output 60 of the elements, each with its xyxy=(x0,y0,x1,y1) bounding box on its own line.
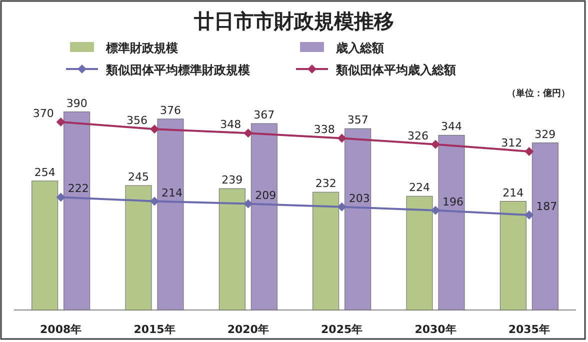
data-label: 344 xyxy=(441,120,462,134)
bar xyxy=(218,188,246,310)
bar xyxy=(64,112,90,310)
legend-label: 歳入総額 xyxy=(335,41,384,55)
x-tick-label: 2035年 xyxy=(508,323,550,336)
x-tick-label: 2025年 xyxy=(321,323,363,336)
legend-label: 標準財政規模 xyxy=(105,41,178,55)
bar xyxy=(438,134,465,310)
point xyxy=(337,134,346,143)
data-label: 224 xyxy=(409,181,430,194)
data-label: 338 xyxy=(314,123,335,136)
data-label: 390 xyxy=(66,96,88,110)
x-tick-label: 2030年 xyxy=(414,323,456,336)
data-label: 232 xyxy=(315,177,336,190)
data-label: 214 xyxy=(502,186,524,200)
chart-title: 廿日市市財政規模推移 xyxy=(193,9,394,33)
data-label: 187 xyxy=(536,200,558,213)
x-tick-label: 2020年 xyxy=(227,323,269,336)
point xyxy=(337,202,346,212)
x-tick-label: 2015年 xyxy=(134,323,176,336)
point xyxy=(244,128,253,138)
point xyxy=(524,210,534,220)
point xyxy=(150,124,159,134)
point xyxy=(524,146,534,156)
data-label: 329 xyxy=(534,128,556,141)
bar xyxy=(500,201,526,310)
data-label: 239 xyxy=(222,174,243,187)
data-label: 348 xyxy=(220,118,242,132)
data-label: 376 xyxy=(160,104,181,117)
point xyxy=(150,196,159,206)
bar xyxy=(532,142,558,310)
point xyxy=(56,192,66,202)
point xyxy=(244,199,253,208)
data-label: 209 xyxy=(255,188,276,202)
data-label: 203 xyxy=(348,192,370,205)
data-label: 356 xyxy=(126,114,148,128)
x-tick-label: 2008年 xyxy=(40,323,82,336)
data-label: 367 xyxy=(254,108,275,122)
bar xyxy=(125,185,152,310)
bar xyxy=(32,180,58,310)
data-label: 357 xyxy=(347,114,368,127)
bar xyxy=(406,196,433,310)
legend-label: 類似団体平均歳入総額 xyxy=(335,63,456,77)
data-label: 312 xyxy=(501,136,522,150)
legend-label: 類似団体平均標準財政規模 xyxy=(105,63,250,77)
bar xyxy=(157,118,184,310)
point xyxy=(56,117,66,126)
data-label: 196 xyxy=(442,195,464,208)
data-label: 254 xyxy=(34,166,56,179)
data-label: 214 xyxy=(162,186,182,200)
bar xyxy=(344,128,372,310)
data-label: 370 xyxy=(32,106,54,120)
point xyxy=(431,206,440,215)
data-label: 326 xyxy=(408,129,428,142)
data-label: 245 xyxy=(128,170,149,184)
bar xyxy=(312,192,340,310)
data-label: 222 xyxy=(68,182,89,196)
bar xyxy=(250,123,278,310)
text: （単位：億円） xyxy=(507,88,570,99)
point xyxy=(431,140,440,149)
